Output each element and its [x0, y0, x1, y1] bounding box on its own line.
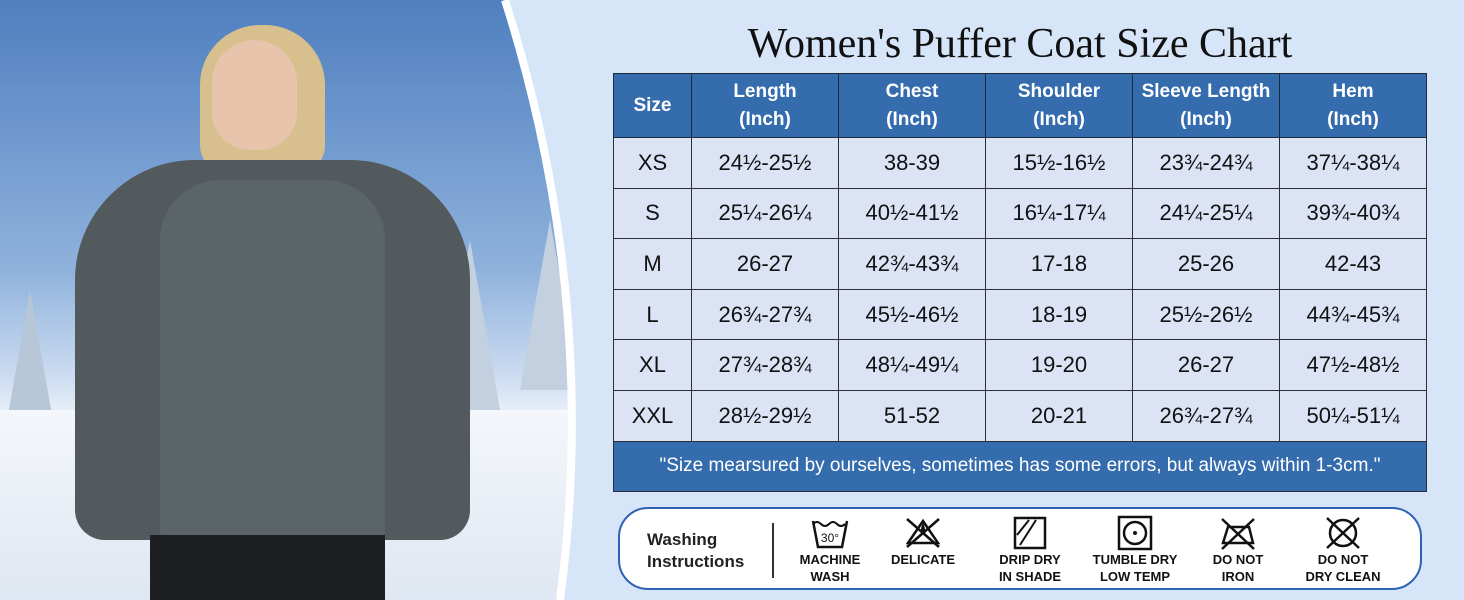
drip-dry-shade-icon: [1013, 516, 1047, 550]
washing-instructions-label: Washing Instructions: [647, 530, 745, 571]
measurement-cell: 23¾-24¾: [1132, 137, 1280, 189]
divider: [772, 523, 774, 578]
table-row: XS 24½-25½ 38-39 15½-16½ 23¾-24¾ 37¼-38¼: [613, 137, 1427, 189]
size-cell: S: [613, 187, 692, 240]
measurement-cell: 47½-48½: [1279, 339, 1427, 391]
table-row: L 26¾-27¾ 45½-46½ 18-19 25½-26½ 44¾-45¾: [613, 288, 1427, 341]
measurement-cell: 51-52: [838, 389, 986, 442]
measurement-cell: 16¼-17¼: [985, 187, 1133, 240]
size-cell: XL: [613, 339, 692, 391]
measurement-cell: 15½-16½: [985, 137, 1133, 189]
care-label-line2: IN SHADE: [998, 569, 1062, 584]
measurement-cell: 38-39: [838, 137, 986, 189]
measurement-cell: 26¾-27¾: [1132, 389, 1280, 442]
measurement-cell: 50¼-51¼: [1279, 389, 1427, 442]
header-text: Chest: [885, 80, 939, 102]
measurement-cell: 17-18: [985, 238, 1133, 290]
table-row: XL 27¾-28¾ 48¼-49¼ 19-20 26-27 47½-48½: [613, 339, 1427, 391]
measurement-cell: 19-20: [985, 339, 1133, 391]
header-text: (Inch): [886, 108, 938, 130]
measurement-cell: 24½-25½: [691, 137, 839, 189]
washing-instructions-panel: Washing Instructions 30° MACHINE WASH DE…: [618, 507, 1422, 590]
measurement-cell: 27¾-28¾: [691, 339, 839, 391]
measurement-cell: 25-26: [1132, 238, 1280, 290]
column-header: Size: [613, 73, 692, 138]
table-row: M 26-27 42¾-43¾ 17-18 25-26 42-43: [613, 238, 1427, 290]
product-photo-model-in-puffer-coat: [0, 0, 580, 600]
column-header: Length (Inch): [691, 73, 839, 138]
size-cell: M: [613, 238, 692, 290]
measurement-cell: 44¾-45¾: [1279, 288, 1427, 341]
care-label-line2: WASH: [810, 569, 850, 584]
care-instruction-item: DELICATE: [868, 515, 978, 568]
column-header: Hem (Inch): [1279, 73, 1427, 138]
measurement-cell: 42¾-43¾: [838, 238, 986, 290]
measurement-cell: 18-19: [985, 288, 1133, 341]
measurement-cell: 26-27: [691, 238, 839, 290]
header-text: Shoulder: [1017, 80, 1101, 102]
size-note: "Size mearsured by ourselves, sometimes …: [613, 440, 1427, 492]
measurement-cell: 45½-46½: [838, 288, 986, 341]
care-label-line1: DO NOT: [1212, 552, 1264, 567]
care-label-line2: DRY CLEAN: [1305, 569, 1381, 584]
header-text: Hem: [1332, 80, 1374, 102]
size-chart-table: Size Length (Inch) Chest (Inch) Shoulder (Inch…: [613, 73, 1427, 492]
header-text: (Inch): [1180, 108, 1232, 130]
column-header: Shoulder (Inch): [985, 73, 1133, 138]
no-bleach-icon: [905, 518, 941, 548]
header-text: (Inch): [1033, 108, 1085, 130]
measurement-cell: 42-43: [1279, 238, 1427, 290]
measurement-cell: 40½-41½: [838, 187, 986, 240]
care-instruction-item: DRIP DRY IN SHADE: [975, 515, 1085, 585]
table-row: XXL 28½-29½ 51-52 20-21 26¾-27¾ 50¼-51¼: [613, 389, 1427, 442]
temperature-label: 30°: [821, 531, 839, 545]
measurement-cell: 24¼-25¼: [1132, 187, 1280, 240]
care-label-line2: IRON: [1221, 569, 1255, 584]
care-label-line1: DRIP DRY: [999, 552, 1061, 567]
care-instruction-item: DO NOT IRON: [1183, 515, 1293, 585]
header-text: Length: [733, 80, 797, 102]
size-cell: XS: [613, 137, 692, 189]
machine-wash-30-icon: 30°: [811, 520, 849, 549]
header-text: Size: [633, 94, 672, 116]
page-title: Women's Puffer Coat Size Chart: [747, 21, 1293, 67]
column-header: Chest (Inch): [838, 73, 986, 138]
measurement-cell: 26¾-27¾: [691, 288, 839, 341]
care-instruction-item: DO NOT DRY CLEAN: [1288, 515, 1398, 585]
care-label-line1: TUMBLE DRY: [1092, 552, 1178, 567]
measurement-cell: 25¼-26¼: [691, 187, 839, 240]
do-not-iron-icon: [1221, 518, 1255, 550]
size-cell: L: [613, 288, 692, 341]
care-label-line1: DELICATE: [890, 552, 956, 567]
care-label-line1: MACHINE: [799, 552, 861, 567]
care-instruction-item: TUMBLE DRY LOW TEMP: [1080, 515, 1190, 585]
measurement-cell: 28½-29½: [691, 389, 839, 442]
column-header: Sleeve Length (Inch): [1132, 73, 1280, 138]
care-instruction-item: 30° MACHINE WASH: [775, 515, 885, 585]
measurement-cell: 25½-26½: [1132, 288, 1280, 341]
tumble-dry-low-icon: [1117, 515, 1153, 551]
measurement-cell: 26-27: [1132, 339, 1280, 391]
care-label-line2: LOW TEMP: [1099, 569, 1171, 584]
measurement-cell: 20-21: [985, 389, 1133, 442]
size-cell: XXL: [613, 389, 692, 442]
table-row: S 25¼-26¼ 40½-41½ 16¼-17¼ 24¼-25¼ 39¾-40¾: [613, 187, 1427, 240]
care-label-line1: DO NOT: [1317, 552, 1369, 567]
measurement-cell: 37¼-38¼: [1279, 137, 1427, 189]
measurement-cell: 39¾-40¾: [1279, 187, 1427, 240]
header-text: (Inch): [739, 108, 791, 130]
header-text: (Inch): [1327, 108, 1379, 130]
header-text: Sleeve Length: [1141, 80, 1271, 102]
measurement-cell: 48¼-49¼: [838, 339, 986, 391]
do-not-dry-clean-icon: [1326, 517, 1360, 549]
